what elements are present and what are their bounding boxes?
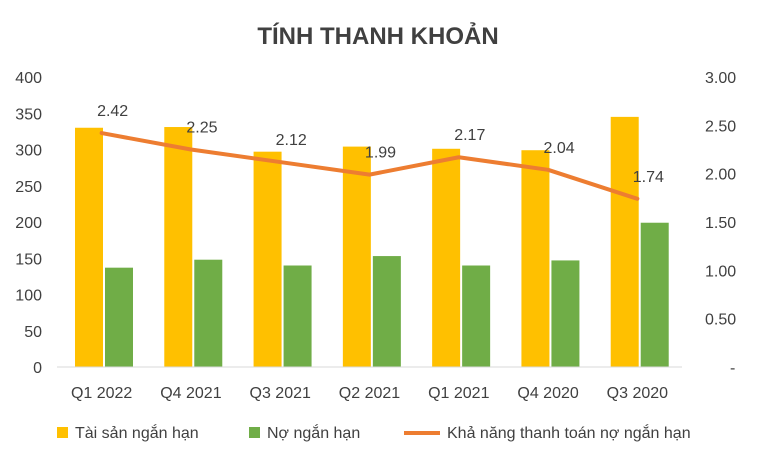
bar-no-ngan-han bbox=[283, 265, 312, 367]
bar-tai-san-ngan-han bbox=[610, 116, 639, 367]
bar-tai-san-ngan-han bbox=[75, 127, 103, 367]
line-data-label: 2.04 bbox=[544, 140, 575, 157]
left-axis-tick-label: 250 bbox=[15, 179, 42, 196]
line-point bbox=[279, 161, 281, 163]
line-data-label: 2.12 bbox=[276, 132, 307, 149]
left-axis-tick-label: 200 bbox=[15, 215, 42, 232]
bar-no-ngan-han bbox=[372, 256, 401, 367]
bar-tai-san-ngan-han bbox=[432, 148, 461, 367]
left-axis-ticks: 0 50 100 150 200 250 300 350 400 bbox=[15, 70, 42, 377]
left-axis-tick-label: 400 bbox=[15, 70, 42, 87]
left-axis-tick-label: 100 bbox=[15, 288, 42, 305]
right-axis-tick-label: - bbox=[730, 360, 735, 377]
line-data-label: 1.99 bbox=[365, 145, 396, 162]
bar-no-ngan-han bbox=[640, 222, 669, 367]
x-axis-tick-label: Q4 2020 bbox=[517, 385, 578, 402]
legend-swatch-no bbox=[249, 427, 260, 438]
left-axis-tick-label: 300 bbox=[15, 143, 42, 160]
right-axis-tick-label: 1.00 bbox=[705, 263, 736, 280]
left-axis-tick-label: 150 bbox=[15, 251, 42, 268]
bar-tai-san-ngan-han bbox=[253, 151, 282, 367]
bar-no-ngan-han bbox=[105, 267, 133, 367]
bar-tai-san-ngan-han bbox=[342, 146, 371, 367]
line-point bbox=[636, 198, 638, 200]
x-axis-tick-label: Q2 2021 bbox=[339, 385, 400, 402]
legend-label-no: Nợ ngắn hạn bbox=[267, 423, 360, 442]
right-axis-ticks: - 0.50 1.00 1.50 2.00 2.50 3.00 bbox=[705, 70, 736, 377]
line-point bbox=[369, 174, 370, 176]
legend-swatch-tai-san bbox=[57, 427, 68, 438]
line-data-label: 1.74 bbox=[633, 169, 664, 186]
right-axis-tick-label: 2.50 bbox=[705, 118, 736, 135]
right-axis-tick-label: 1.50 bbox=[705, 215, 736, 232]
line-series: 2.42 2.25 2.12 1.99 2.17 2.04 1.74 bbox=[97, 103, 664, 201]
x-axis-tick-label: Q3 2020 bbox=[607, 385, 668, 402]
x-axis-tick-label: Q4 2021 bbox=[160, 385, 221, 402]
bar-no-ngan-han bbox=[551, 260, 580, 367]
bar-no-ngan-han bbox=[194, 259, 223, 367]
right-axis-tick-label: 0.50 bbox=[705, 312, 736, 329]
line-point bbox=[101, 132, 103, 134]
bar-tai-san-ngan-han bbox=[521, 150, 550, 367]
left-axis-tick-label: 50 bbox=[24, 324, 42, 341]
x-axis-ticks: Q1 2022 Q4 2021 Q3 2021 Q2 2021 Q1 2021 Q4 20… bbox=[71, 385, 668, 402]
bar-series bbox=[75, 116, 669, 368]
right-axis-tick-label: 3.00 bbox=[705, 70, 736, 87]
line-data-label: 2.42 bbox=[97, 103, 128, 120]
legend-label-kha-nang: Khả năng thanh toán nợ ngắn hạn bbox=[447, 423, 691, 442]
line-data-label: 2.17 bbox=[454, 127, 485, 144]
line-point bbox=[458, 156, 460, 158]
line-data-label: 2.25 bbox=[186, 120, 217, 137]
x-axis-tick-label: Q1 2021 bbox=[428, 385, 489, 402]
bar-tai-san-ngan-han bbox=[164, 127, 193, 368]
legend: Tài sản ngắn hạn Nợ ngắn hạn Khả năng than… bbox=[57, 423, 691, 442]
legend-label-tai-san: Tài sản ngắn hạn bbox=[75, 423, 199, 442]
line-point bbox=[190, 149, 192, 150]
left-axis-tick-label: 350 bbox=[15, 106, 42, 123]
line-point bbox=[547, 169, 549, 171]
x-axis-tick-label: Q1 2022 bbox=[71, 385, 132, 402]
chart-title: TÍNH THANH KHOẢN bbox=[257, 21, 498, 50]
x-axis-tick-label: Q3 2021 bbox=[250, 385, 311, 402]
left-axis-tick-label: 0 bbox=[33, 360, 42, 377]
bar-no-ngan-han bbox=[462, 265, 491, 367]
right-axis-tick-label: 2.00 bbox=[705, 167, 736, 184]
